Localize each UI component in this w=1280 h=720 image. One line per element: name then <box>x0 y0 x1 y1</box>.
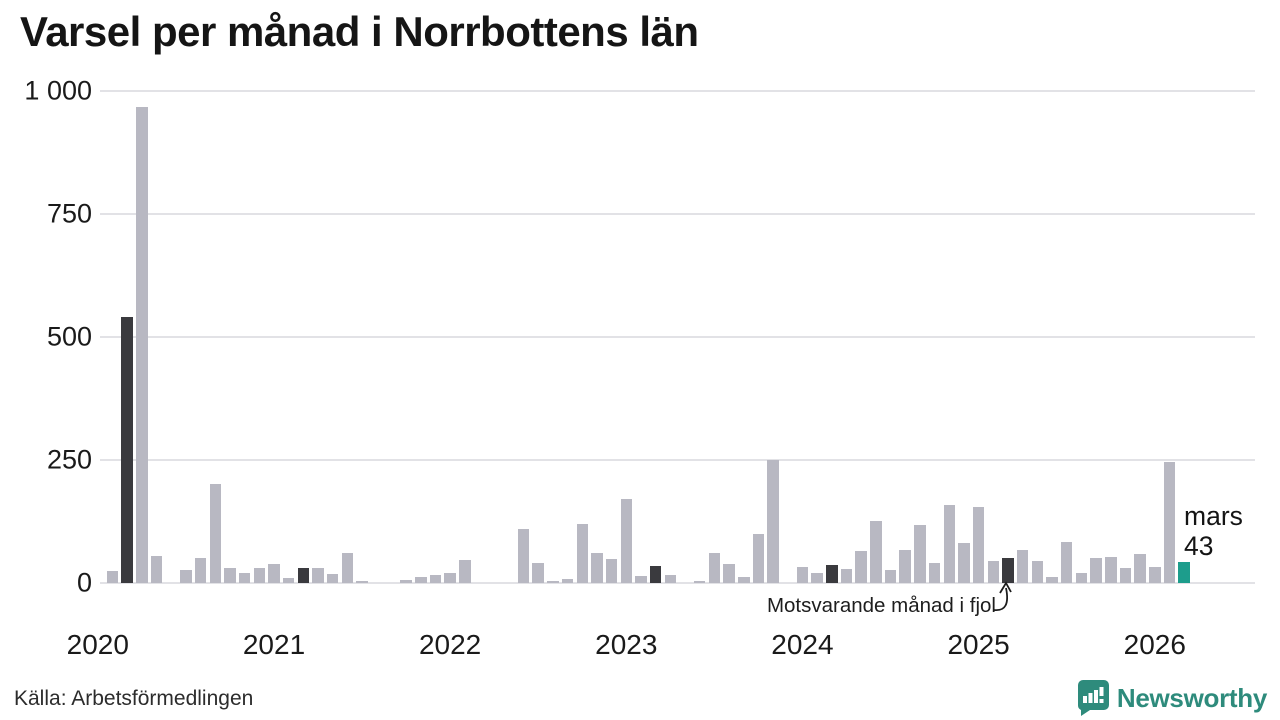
x-axis-year-label: 2024 <box>771 629 834 660</box>
bar <box>664 575 677 583</box>
bar <box>620 499 632 583</box>
bar <box>180 570 192 583</box>
bar <box>840 569 853 583</box>
bar <box>547 581 559 583</box>
bar <box>150 556 163 583</box>
current-value-label: 43 <box>1184 531 1214 561</box>
bar <box>209 484 221 583</box>
bar <box>282 578 295 583</box>
bar <box>268 564 280 583</box>
bar <box>943 505 955 583</box>
x-axis-year-label: 2022 <box>418 629 482 660</box>
gridline <box>100 459 1255 461</box>
bar <box>532 563 544 583</box>
chart-title: Varsel per månad i Norrbottens län <box>20 8 699 55</box>
bar <box>1046 577 1058 583</box>
bar <box>649 566 662 583</box>
x-axis-year-label: 2020 <box>66 629 129 660</box>
gridline <box>100 90 1255 92</box>
bar <box>1060 542 1073 583</box>
bar <box>855 551 867 583</box>
bar <box>796 567 809 583</box>
bar <box>576 524 588 583</box>
bar <box>914 525 926 583</box>
footer: Källa: Arbetsförmedlingen Newsworthy <box>0 676 1280 720</box>
bar <box>253 568 265 583</box>
bar <box>958 543 970 583</box>
gridline <box>100 213 1255 215</box>
bar <box>1016 550 1029 583</box>
newsworthy-logo[interactable]: Newsworthy <box>1076 678 1267 718</box>
bar <box>1075 573 1088 583</box>
bar <box>870 521 882 583</box>
bar <box>826 565 838 583</box>
bar <box>326 574 339 583</box>
gridline <box>100 336 1255 338</box>
bar <box>1002 558 1014 583</box>
bar <box>811 573 823 583</box>
bar <box>561 579 574 583</box>
bar <box>1178 562 1190 583</box>
bar <box>899 550 911 583</box>
bar <box>312 568 324 583</box>
bar <box>1119 568 1132 583</box>
bar <box>238 573 251 583</box>
bar <box>1031 561 1044 583</box>
annotation-compare-label: Motsvarande månad i fjol <box>766 594 996 617</box>
bar <box>517 529 530 583</box>
bar <box>738 577 750 583</box>
bar <box>987 561 999 583</box>
gridline <box>100 582 1255 584</box>
bar <box>1149 567 1161 583</box>
bar <box>591 553 603 583</box>
bar <box>400 580 412 583</box>
bar <box>1163 462 1176 583</box>
bar <box>136 107 148 583</box>
bar <box>1134 554 1146 583</box>
bar <box>297 568 310 583</box>
y-tick-label: 250 <box>46 444 92 475</box>
x-axis-year-label: 2025 <box>947 629 1010 660</box>
bar <box>767 460 779 583</box>
bar <box>459 560 471 583</box>
y-tick-label: 1 000 <box>24 75 92 106</box>
bar <box>444 573 456 583</box>
bar <box>356 581 368 583</box>
bar <box>928 563 941 583</box>
bar <box>605 559 618 583</box>
bar <box>194 558 207 583</box>
bar <box>708 553 721 583</box>
y-tick-label: 500 <box>46 321 92 352</box>
bar <box>341 553 354 583</box>
x-axis-year-label: 2026 <box>1123 629 1186 660</box>
y-tick-label: 0 <box>76 567 92 598</box>
bar <box>635 576 647 583</box>
y-tick-label: 750 <box>46 198 92 229</box>
newsworthy-logo-icon <box>1077 680 1109 716</box>
x-axis-year-label: 2023 <box>595 629 658 660</box>
bar <box>752 534 765 583</box>
source-label: Källa: Arbetsförmedlingen <box>14 687 254 710</box>
bar <box>723 564 735 583</box>
bar <box>106 571 119 583</box>
annotation-arrow-icon <box>993 581 1012 611</box>
newsworthy-wordmark: Newsworthy <box>1116 682 1267 713</box>
bar <box>1105 557 1117 583</box>
bar <box>1090 558 1102 583</box>
current-month-label: mars <box>1184 501 1243 531</box>
bar <box>415 577 427 583</box>
bar <box>224 568 236 583</box>
bar <box>429 575 442 583</box>
bar <box>121 317 133 583</box>
bar <box>884 570 897 583</box>
annotation-current-label: mars 43 <box>1184 501 1243 561</box>
bar <box>972 507 985 583</box>
bar <box>693 581 706 583</box>
x-axis-year-label: 2021 <box>242 629 306 660</box>
